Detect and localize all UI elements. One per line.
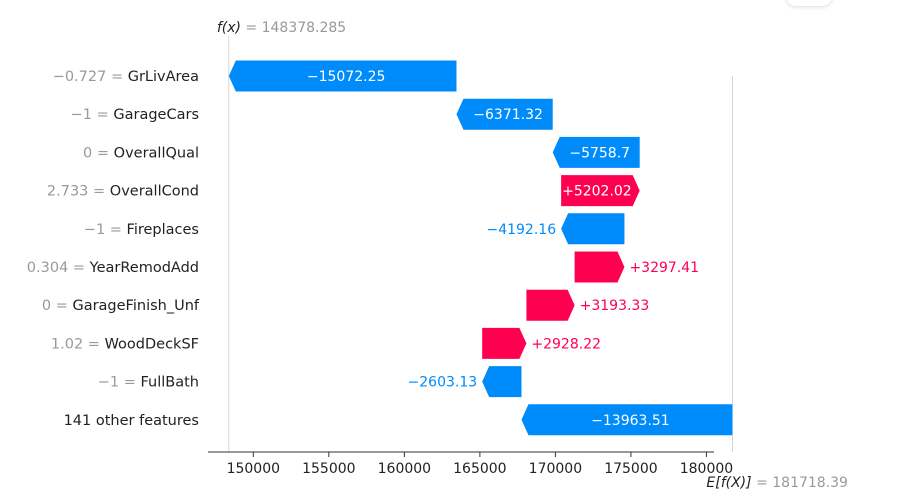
feature-value: −1 — [71, 107, 92, 123]
feature-equals: = — [83, 336, 104, 352]
feature-label: 2.733 = OverallCond — [47, 184, 199, 200]
feature-value: −1 — [84, 222, 105, 238]
bar-value-label: −13963.51 — [591, 413, 670, 429]
feature-name: OverallQual — [114, 145, 199, 161]
bar-value-label: +2928.22 — [531, 336, 601, 352]
x-tick-label: 165000 — [453, 461, 506, 477]
feature-value: 0 — [83, 145, 92, 161]
bar-value-label: −15072.25 — [307, 69, 386, 85]
bar-overallcond — [561, 175, 640, 207]
feature-name: Fireplaces — [127, 222, 199, 238]
feature-value: 0 — [42, 298, 51, 314]
feature-name: YearRemodAdd — [89, 260, 199, 276]
bar-grlivarea — [228, 60, 457, 92]
feature-value: 2.733 — [47, 184, 89, 200]
x-tick-label: 170000 — [529, 461, 582, 477]
feature-label: 0 = OverallQual — [83, 145, 199, 161]
corner-widget[interactable] — [786, 0, 832, 6]
bar-fireplaces — [561, 213, 625, 245]
efx-equals: = — [756, 475, 772, 491]
bar-value-label: −2603.13 — [408, 375, 478, 391]
feature-name: WoodDeckSF — [105, 336, 199, 352]
fx-annotation: f(x) = 148378.285 — [217, 20, 346, 36]
x-tick-label: 160000 — [378, 461, 431, 477]
feature-name: OverallCond — [110, 184, 199, 200]
bar-value-label: +3193.33 — [580, 298, 650, 314]
bar-fullbath — [482, 366, 522, 398]
feature-equals: = — [106, 69, 127, 85]
feature-name: GarageCars — [113, 107, 199, 123]
fx-label: f(x) — [217, 20, 241, 36]
feature-label: 0 = GarageFinish_Unf — [42, 298, 200, 314]
feature-label: 1.02 = WoodDeckSF — [51, 336, 199, 352]
fx-equals: = — [245, 20, 261, 36]
bar-value-label: +5202.02 — [562, 184, 632, 200]
feature-label: 141 other features — [64, 413, 199, 429]
feature-labels: −0.727 = GrLivArea −1 = GarageCars 0 = Ove… — [27, 69, 200, 429]
feature-label: −1 = Fireplaces — [84, 222, 199, 238]
feature-equals: = — [92, 107, 113, 123]
feature-label: −1 = GarageCars — [71, 107, 199, 123]
bar-overallqual — [552, 136, 640, 168]
x-tick-label: 155000 — [302, 461, 355, 477]
bar-wooddecksf — [482, 327, 527, 359]
feature-equals: = — [68, 260, 89, 276]
bars-layer: −15072.25 −6371.32 −5758.7 +5202.02 −4192.16… — [228, 60, 733, 436]
feature-name: GrLivArea — [128, 69, 199, 85]
feature-label: −1 = FullBath — [98, 375, 199, 391]
feature-equals: = — [92, 145, 113, 161]
feature-value: 1.02 — [51, 336, 83, 352]
feature-value: −0.727 — [53, 69, 107, 85]
feature-name: FullBath — [140, 375, 199, 391]
feature-value: 0.304 — [27, 260, 69, 276]
bar-141-other-features — [521, 404, 733, 436]
bar-yearremodadd — [574, 251, 625, 283]
feature-value: −1 — [98, 375, 119, 391]
bar-garagefinish_unf — [526, 289, 575, 321]
feature-equals: = — [51, 298, 72, 314]
bar-value-label: +3297.41 — [629, 260, 699, 276]
efx-value: 181718.39 — [772, 475, 848, 491]
bar-garagecars — [456, 98, 553, 130]
bar-value-label: −6371.32 — [473, 107, 543, 123]
efx-annotation: E[f(X)] = 181718.39 — [706, 475, 848, 491]
feature-name: 141 other features — [64, 413, 199, 429]
feature-equals: = — [88, 184, 109, 200]
x-tick-label: 175000 — [604, 461, 657, 477]
feature-label: −0.727 = GrLivArea — [53, 69, 199, 85]
feature-label: 0.304 = YearRemodAdd — [27, 260, 199, 276]
feature-equals: = — [119, 375, 140, 391]
efx-label: E[f(X)] — [706, 475, 751, 491]
x-tick-label: 180000 — [680, 461, 733, 477]
fx-value: 148378.285 — [262, 20, 347, 36]
x-tick-label: 150000 — [227, 461, 280, 477]
feature-equals: = — [105, 222, 126, 238]
x-axis: 150000 155000 160000 165000 170000 175000 1800… — [208, 451, 733, 477]
bar-value-label: −4192.16 — [486, 222, 556, 238]
bar-value-label: −5758.7 — [569, 145, 630, 161]
feature-name: GarageFinish_Unf — [72, 298, 199, 314]
